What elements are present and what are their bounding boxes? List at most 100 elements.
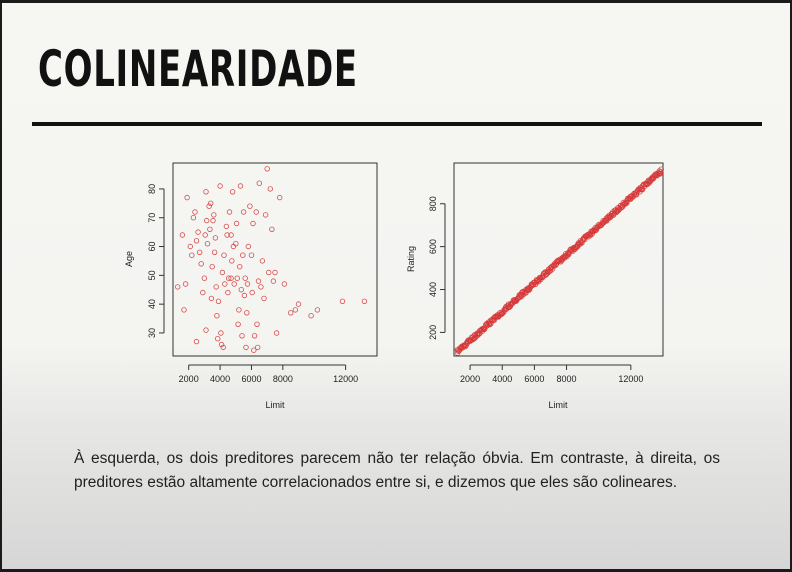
data-point (576, 240, 583, 246)
x-axis: 2000 4000 6000 8000 12000 (460, 364, 643, 384)
data-point (244, 310, 250, 316)
data-point (187, 243, 193, 250)
data-point (212, 235, 219, 241)
data-point (639, 186, 646, 193)
y-axis-label: Age (124, 251, 134, 267)
x-axis-label: Limit (548, 400, 568, 410)
y-tick-label: 50 (147, 270, 157, 280)
data-point (233, 220, 240, 227)
data-point (577, 241, 583, 247)
data-point (295, 301, 302, 307)
y-tick-label: 600 (428, 239, 438, 254)
data-point (254, 344, 261, 351)
data-point (192, 209, 198, 215)
data-point (224, 232, 230, 238)
data-point (254, 321, 260, 327)
data-point (292, 307, 299, 313)
y-tick-label: 60 (147, 242, 157, 252)
data-point (206, 203, 212, 209)
data-point (287, 310, 294, 316)
data-point (240, 252, 246, 258)
data-point (195, 229, 201, 235)
data-point (251, 347, 257, 353)
y-tick-label: 400 (428, 282, 438, 297)
data-point (210, 217, 216, 224)
x-tick-label: 6000 (241, 374, 261, 384)
data-point (237, 183, 244, 189)
x-tick-label: 2000 (460, 374, 480, 384)
data-point (249, 289, 255, 296)
x-tick-label: 8000 (557, 374, 577, 384)
y-tick-label: 800 (428, 196, 438, 211)
data-point (225, 275, 232, 281)
data-point (241, 292, 248, 299)
y-axis: 200 400 600 800 (428, 196, 446, 340)
x-tick-label: 4000 (492, 374, 512, 384)
data-point (226, 209, 233, 215)
x-tick-label: 6000 (524, 374, 544, 384)
data-point (203, 217, 210, 224)
data-point (217, 183, 223, 189)
data-point (174, 284, 181, 290)
x-tick-label: 2000 (179, 374, 199, 384)
data-point (633, 192, 640, 198)
data-point (361, 298, 368, 304)
x-tick-label: 12000 (618, 374, 643, 384)
data-point (242, 275, 248, 281)
data-point (203, 327, 209, 333)
data-point (204, 240, 211, 247)
data-point (181, 307, 187, 313)
data-point (657, 169, 664, 175)
scatter-limit-vs-rating: 2000 4000 6000 8000 12000 200 400 600 800 Limit… (392, 151, 667, 421)
data-point (189, 252, 195, 258)
data-point (264, 166, 270, 172)
y-axis: 30 40 50 60 70 80 (147, 184, 165, 338)
data-point (247, 203, 253, 209)
data-point (228, 275, 234, 281)
data-point (213, 284, 219, 290)
slide-caption: À esquerda, os dois preditores parecem n… (74, 450, 720, 491)
data-point (262, 212, 269, 218)
data-point (236, 263, 243, 270)
data-points (454, 166, 664, 356)
data-point (228, 232, 234, 238)
data-point (658, 166, 664, 172)
data-point (248, 252, 255, 258)
data-point (220, 344, 226, 351)
plot-frame (172, 162, 378, 357)
y-tick-label: 200 (428, 325, 438, 340)
data-point (308, 312, 314, 319)
data-point (523, 290, 529, 296)
data-point (314, 307, 321, 313)
data-point (272, 269, 278, 276)
data-points (174, 166, 368, 353)
data-point (221, 252, 227, 258)
data-point (245, 243, 251, 250)
scatter-limit-vs-age: 2000 4000 6000 8000 12000 30 40 50 60 70 80 Limit… (110, 151, 382, 421)
data-point (202, 232, 208, 238)
x-tick-label: 8000 (273, 374, 293, 384)
data-point (255, 278, 262, 284)
scatter-limit-vs-age-svg: 2000 4000 6000 8000 12000 30 40 50 60 70 80 Limit… (124, 162, 378, 410)
data-point (215, 298, 222, 304)
data-point (657, 171, 663, 177)
data-point (203, 189, 209, 195)
data-point (229, 258, 235, 264)
data-point (267, 186, 273, 192)
data-point (211, 212, 217, 218)
data-point (339, 298, 346, 304)
data-point (214, 312, 220, 319)
data-point (239, 333, 245, 339)
y-tick-label: 40 (147, 299, 157, 309)
data-point (270, 278, 277, 284)
data-point (236, 307, 242, 313)
data-point (222, 281, 228, 287)
data-point (214, 335, 221, 342)
data-point (251, 333, 258, 339)
data-point (179, 232, 186, 238)
y-tick-label: 30 (147, 328, 157, 338)
data-point (200, 289, 206, 296)
scatter-limit-vs-rating-svg: 2000 4000 6000 8000 12000 200 400 600 800 Limit… (406, 162, 664, 410)
data-point (193, 338, 200, 345)
data-point (259, 258, 266, 264)
